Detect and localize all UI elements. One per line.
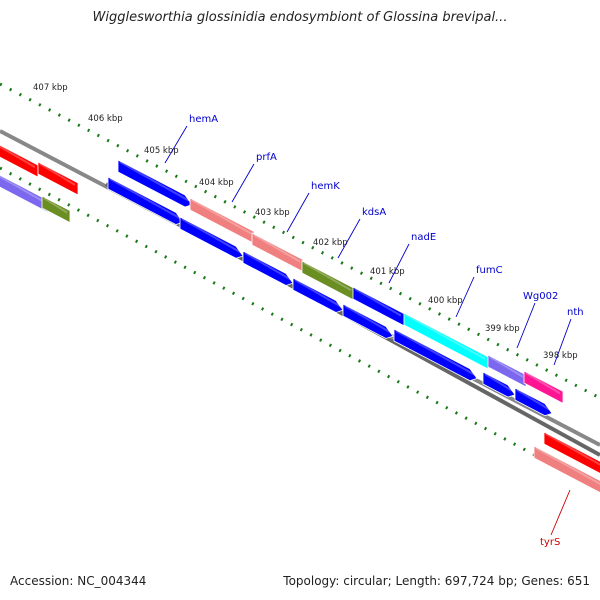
gene-feature[interactable]	[487, 354, 527, 388]
gene-label-kdsa[interactable]: kdsA	[362, 207, 386, 218]
gene-feature[interactable]	[482, 371, 516, 398]
topology-summary: Topology: circular; Length: 697,724 bp; …	[283, 574, 590, 588]
feature-highlight	[191, 199, 252, 235]
leader-line	[550, 489, 571, 536]
feature-highlight	[516, 389, 550, 411]
outer-tick-ring	[0, 82, 600, 400]
feature-highlight	[484, 373, 513, 392]
feature-highlight	[303, 262, 352, 292]
leader-line	[164, 125, 188, 164]
feature-highlight	[489, 356, 524, 378]
feature-highlight	[535, 447, 600, 485]
feature-highlight	[109, 178, 181, 220]
gene-feature[interactable]	[523, 370, 564, 405]
kbp-label: 403 kbp	[255, 208, 290, 218]
gene-feature[interactable]	[292, 277, 344, 313]
gene-feature[interactable]	[242, 250, 294, 286]
kbp-label: 402 kbp	[313, 238, 348, 248]
feature-highlight	[43, 197, 68, 214]
leader-line	[388, 243, 410, 284]
kbp-ticks: 407 kbp 406 kbp 405 kbp 404 kbp 403 kbp 402 k…	[33, 83, 578, 361]
feature-highlight	[0, 145, 36, 168]
gene-feature[interactable]	[37, 161, 79, 196]
feature-highlight	[545, 433, 600, 466]
gene-feature[interactable]	[403, 312, 489, 370]
gene-label-prfa[interactable]: prfA	[256, 152, 277, 163]
leader-line	[286, 192, 310, 233]
gene-feature[interactable]	[179, 216, 244, 259]
leader-line	[337, 218, 361, 259]
gene-feature[interactable]	[514, 387, 553, 417]
feature-highlight	[39, 163, 76, 186]
gene-label-hema[interactable]: hemA	[189, 114, 218, 125]
feature-highlight	[344, 305, 391, 334]
gene-label-wg002[interactable]: Wg002	[523, 291, 558, 302]
leader-line	[455, 276, 475, 318]
feature-highlight	[244, 252, 291, 281]
gene-feature[interactable]	[117, 159, 193, 208]
gene-label-nade[interactable]: nadE	[411, 232, 436, 243]
kbp-label: 398 kbp	[543, 351, 578, 361]
feature-highlight	[405, 314, 486, 360]
gene-label-nth[interactable]: nth	[567, 307, 584, 318]
kbp-label: 399 kbp	[485, 324, 520, 334]
kbp-label: 400 kbp	[428, 296, 463, 306]
gene-feature[interactable]	[41, 195, 71, 224]
leader-line	[516, 302, 536, 349]
feature-highlight	[181, 218, 241, 253]
gene-feature[interactable]	[533, 445, 600, 498]
kbp-label: 406 kbp	[88, 114, 123, 124]
gene-feature[interactable]	[0, 170, 49, 213]
feature-highlight	[395, 330, 475, 376]
accession-text: Accession: NC_004344	[10, 574, 147, 588]
kbp-label: 405 kbp	[144, 146, 179, 156]
gene-feature[interactable]	[393, 328, 478, 382]
feature-highlight	[0, 175, 46, 204]
gene-feature[interactable]	[342, 303, 394, 339]
gene-label-fumc[interactable]: fumC	[476, 265, 503, 276]
gene-feature[interactable]	[0, 140, 39, 178]
gene-feature[interactable]	[543, 431, 600, 479]
gene-label-tyrs[interactable]: tyrS	[540, 537, 560, 548]
leader-line	[553, 318, 572, 366]
gene-feature[interactable]	[107, 176, 184, 225]
gene-features	[0, 140, 600, 498]
feature-highlight	[354, 288, 402, 317]
gene-feature[interactable]	[301, 260, 355, 301]
feature-highlight	[119, 161, 190, 202]
feature-highlight	[525, 372, 561, 395]
gene-label-hemk[interactable]: hemK	[311, 181, 340, 192]
kbp-label: 401 kbp	[370, 267, 405, 277]
kbp-label: 407 kbp	[33, 83, 68, 93]
gene-labels: hemA prfA hemK kdsA nadE fumC Wg002 nth tyrS	[164, 114, 584, 548]
feature-highlight	[253, 234, 301, 263]
gene-feature[interactable]	[352, 286, 405, 327]
leader-line	[231, 163, 255, 203]
kbp-label: 404 kbp	[199, 178, 234, 188]
feature-highlight	[294, 279, 341, 308]
map-title: Wigglesworthia glossinidia endosymbiont …	[92, 10, 508, 25]
